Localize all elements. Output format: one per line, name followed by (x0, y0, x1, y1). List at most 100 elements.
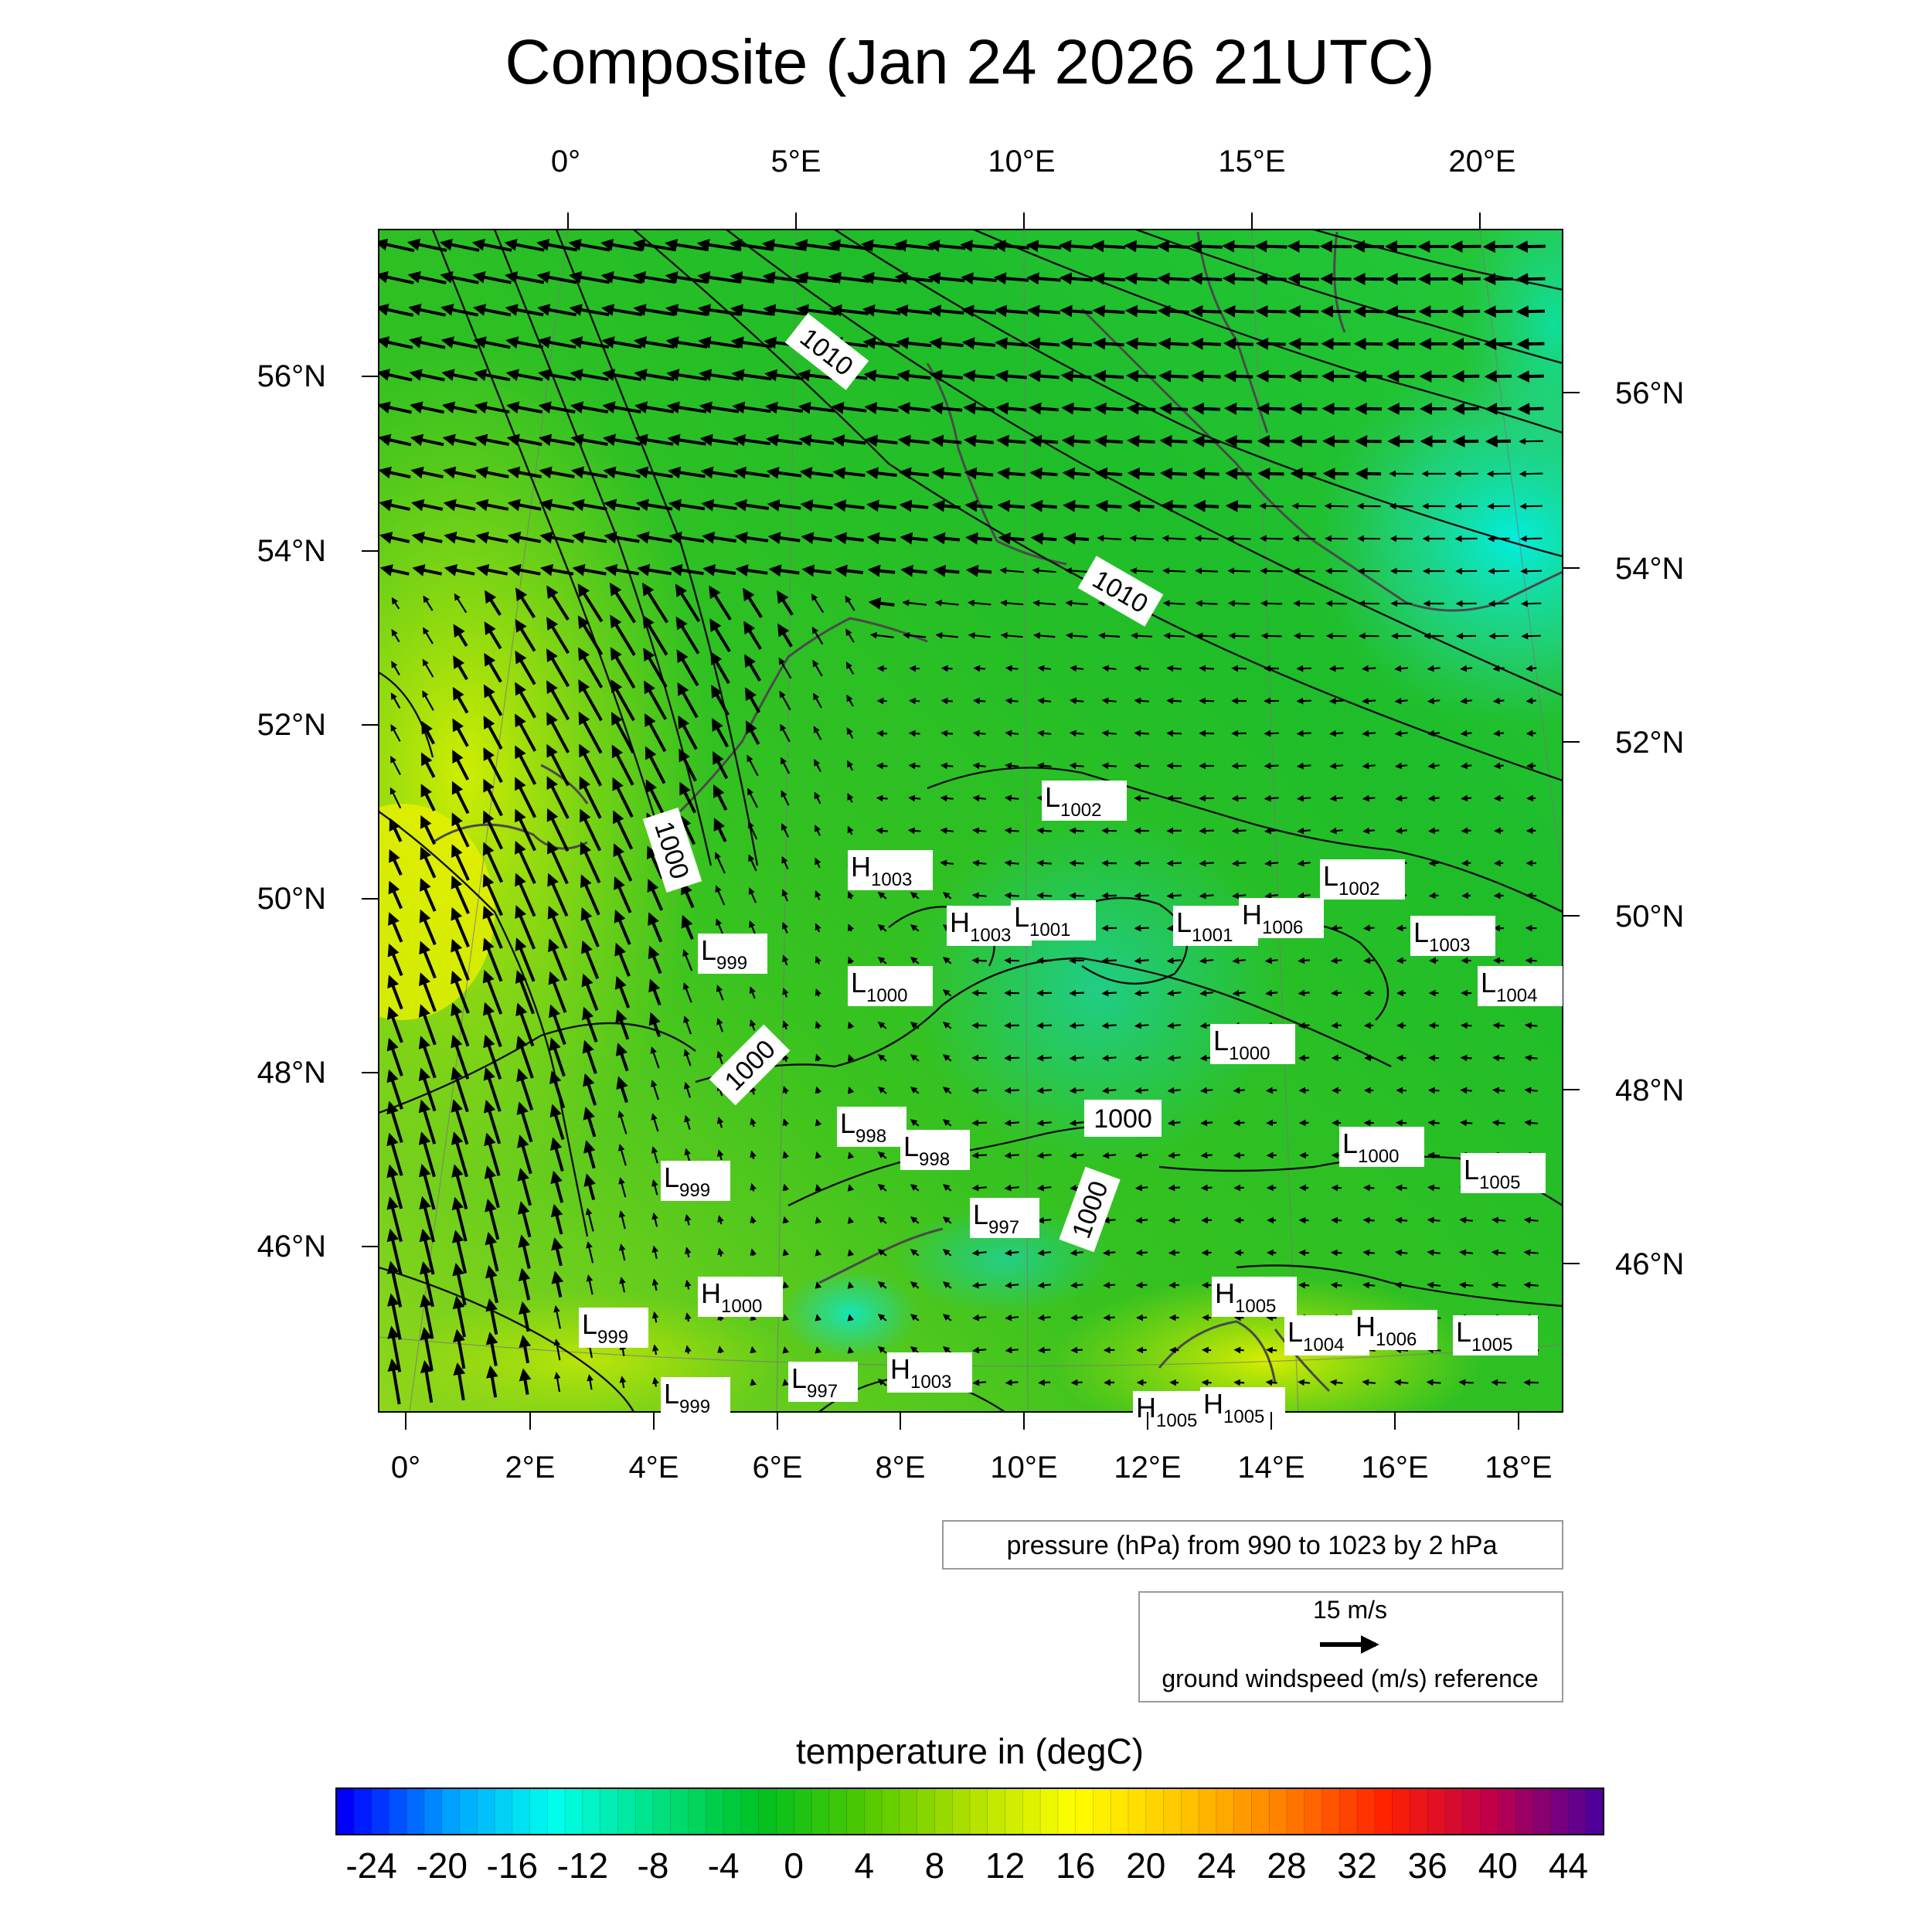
wind-vector (868, 597, 895, 610)
map-frame (378, 229, 1563, 1413)
wind-vector (668, 531, 705, 544)
wind-vector (995, 402, 1027, 415)
wind-vector (682, 982, 692, 1003)
wind-vector (1199, 892, 1214, 900)
colorbar-cell (600, 1787, 619, 1835)
svg-text:L1005: L1005 (1456, 1316, 1512, 1355)
pressure-center-value: 1005 (1223, 1406, 1264, 1427)
wind-vector (971, 1119, 988, 1127)
bottom-lon-label: 8°E (876, 1451, 926, 1485)
wind-vector (482, 1002, 502, 1047)
wind-vector (847, 956, 855, 964)
wind-vector (1061, 434, 1091, 447)
pressure-center-value: 1005 (1235, 1296, 1276, 1317)
wind-vector (1005, 1379, 1019, 1386)
wind-vector (549, 1104, 565, 1141)
wind-vector (420, 846, 437, 879)
colorbar-cell (969, 1787, 988, 1835)
wind-vector (942, 1216, 952, 1224)
wind-vector (550, 1170, 564, 1203)
wind-vector (1166, 859, 1182, 867)
wind-vector (379, 336, 413, 349)
wind-vector (1004, 794, 1019, 802)
wind-vector (815, 955, 821, 965)
low-pressure-center: L1005 (1461, 1153, 1546, 1193)
wind-vector (767, 532, 801, 545)
pressure-legend: pressure (hPa) from 990 to 1023 by 2 hPa (942, 1520, 1563, 1570)
wind-vector (1092, 304, 1125, 318)
wind-vector (910, 1054, 920, 1062)
wind-vector (651, 1344, 659, 1355)
wind-vector (1394, 697, 1408, 705)
wind-vector (910, 924, 920, 932)
wind-vector (782, 1281, 790, 1289)
svg-text:H1003: H1003 (950, 906, 1011, 946)
low-pressure-center: L1001 (1173, 906, 1258, 946)
wind-vector (1292, 567, 1315, 575)
svg-text:L999: L999 (582, 1308, 628, 1348)
wind-vector (743, 587, 763, 618)
wind-vector (961, 337, 996, 350)
colorbar-cell (811, 1787, 830, 1835)
warm-zone-south (1051, 1275, 1484, 1412)
wind-vector (1189, 240, 1223, 253)
wind-vector (1190, 304, 1222, 318)
bottom-lon-label: 18°E (1485, 1451, 1552, 1485)
wind-vector (834, 532, 864, 545)
wind-vector (1098, 632, 1121, 639)
wind-vector (994, 304, 1029, 318)
wind-vector (1222, 272, 1255, 285)
wind-vector (645, 779, 665, 816)
wind-vector (1224, 434, 1253, 447)
wind-vector (1427, 1216, 1440, 1224)
wind-vector (1091, 240, 1126, 253)
wind-vector (379, 532, 410, 544)
wind-vector (583, 1107, 597, 1138)
wind-vector (651, 1311, 659, 1323)
wind-vector (546, 776, 570, 819)
wind-vector (1483, 305, 1513, 318)
cold-zone-central (912, 811, 1283, 1167)
wind-vector (485, 1298, 498, 1335)
wind-vector (777, 623, 793, 648)
wind-vector (1167, 1054, 1182, 1062)
wind-vector (973, 697, 986, 705)
wind-vector (451, 844, 470, 881)
wind-vector (927, 272, 965, 285)
pressure-center-value: 1004 (1496, 985, 1537, 1006)
colorbar-cell (547, 1787, 566, 1835)
wind-vector (677, 682, 699, 719)
wind-vector (971, 989, 987, 997)
svg-text:L1001: L1001 (1176, 906, 1233, 946)
wind-vector (747, 787, 758, 808)
wind-vector (683, 1015, 692, 1035)
wind-vector (514, 745, 537, 785)
wind-vector (517, 1201, 532, 1238)
wind-vector (483, 716, 503, 750)
wind-vector (635, 498, 673, 512)
wind-vector (815, 1216, 822, 1224)
wind-vector (1131, 632, 1153, 640)
wind-vector (1095, 499, 1122, 512)
wind-vector (1492, 1119, 1505, 1127)
wind-vector (782, 1379, 789, 1386)
wind-vector (847, 825, 854, 835)
low-pressure-center: L999 (661, 1377, 730, 1417)
wind-vector (1199, 957, 1214, 964)
wind-vector (1395, 762, 1408, 770)
wind-vector (747, 821, 758, 840)
wind-vector (877, 892, 887, 900)
wind-vector (999, 566, 1024, 574)
colorbar-cell (1515, 1787, 1534, 1835)
wind-vector (577, 583, 604, 623)
wind-vector (551, 1237, 563, 1267)
wind-vector (930, 402, 963, 415)
colorbar-cell (459, 1787, 478, 1835)
svg-text:H1005: H1005 (1215, 1277, 1276, 1317)
wind-vector (1232, 892, 1247, 900)
wind-vector (910, 1216, 920, 1224)
wind-vector (1483, 273, 1513, 286)
wind-vector (1004, 859, 1019, 867)
pressure-center-type: L (582, 1308, 597, 1340)
